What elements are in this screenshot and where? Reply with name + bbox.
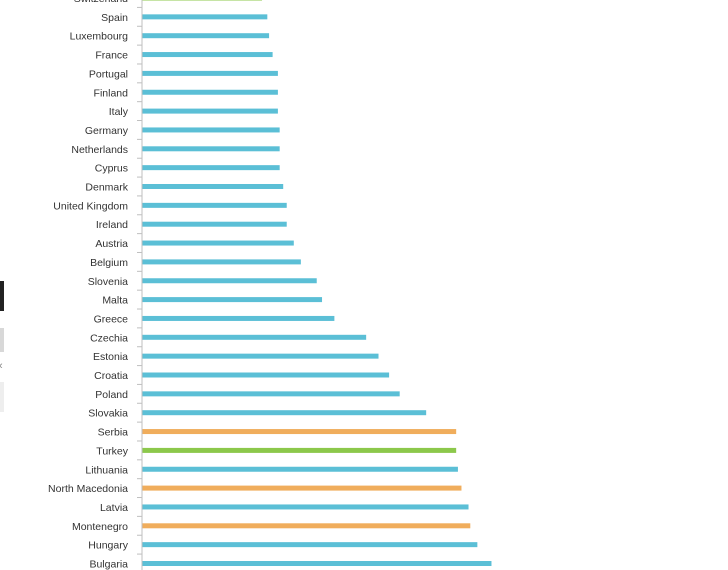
category-label: Slovenia bbox=[88, 276, 128, 288]
bar-ireland bbox=[142, 221, 287, 227]
bar-finland bbox=[142, 89, 278, 95]
category-label: Luxembourg bbox=[70, 31, 129, 43]
bar-austria bbox=[142, 240, 294, 246]
category-label: Estonia bbox=[93, 351, 128, 363]
bar-hungary bbox=[142, 542, 478, 548]
category-label: Ireland bbox=[96, 219, 128, 231]
side-tab-light bbox=[0, 328, 4, 352]
bar-belgium bbox=[142, 259, 301, 265]
category-label: Denmark bbox=[85, 182, 128, 194]
side-tab-dark bbox=[0, 281, 4, 311]
labels-group: Switzerland Spain Luxembourg France Portugal… bbox=[48, 0, 129, 570]
category-label: Malta bbox=[102, 295, 128, 307]
bar-portugal bbox=[142, 70, 278, 76]
bar-france bbox=[142, 52, 273, 58]
bar-luxembourg bbox=[142, 33, 270, 39]
category-label: Greece bbox=[94, 313, 129, 325]
bar-slovenia bbox=[142, 278, 317, 284]
bar-united-kingdom bbox=[142, 202, 287, 208]
category-label: Serbia bbox=[98, 427, 129, 439]
bars-group bbox=[142, 0, 492, 566]
bar-slovakia bbox=[142, 410, 427, 416]
category-label: Austria bbox=[95, 238, 128, 250]
category-label: North Macedonia bbox=[48, 483, 128, 495]
bar-turkey bbox=[142, 447, 457, 453]
bar-netherlands bbox=[142, 146, 280, 152]
category-label: Switzerland bbox=[74, 0, 128, 5]
tick-marks bbox=[137, 6, 142, 555]
category-label: Latvia bbox=[100, 502, 128, 514]
category-label: Cyprus bbox=[95, 163, 128, 175]
bar-spain bbox=[142, 14, 268, 20]
bar-czechia bbox=[142, 334, 367, 340]
category-label: Hungary bbox=[88, 540, 128, 552]
bar-estonia bbox=[142, 353, 379, 359]
bar-denmark bbox=[142, 184, 284, 189]
category-label: Portugal bbox=[89, 68, 128, 80]
bar-malta bbox=[142, 297, 323, 303]
category-label: Lithuania bbox=[85, 464, 128, 476]
category-label: Spain bbox=[101, 12, 128, 24]
category-label: Czechia bbox=[90, 332, 128, 344]
bar-switzerland bbox=[142, 0, 263, 1]
category-label: Slovakia bbox=[88, 408, 128, 420]
category-label: Poland bbox=[95, 389, 128, 401]
category-label: France bbox=[95, 50, 128, 62]
category-label: Finland bbox=[94, 87, 129, 99]
bar-north-macedonia bbox=[142, 485, 462, 491]
bar-lithuania bbox=[142, 466, 458, 472]
bar-montenegro bbox=[142, 523, 471, 529]
category-label: Netherlands bbox=[71, 144, 128, 156]
bar-germany bbox=[142, 127, 280, 133]
bar-poland bbox=[142, 391, 400, 397]
bar-latvia bbox=[142, 504, 469, 510]
side-tab-light-lower bbox=[0, 382, 4, 412]
category-label: Croatia bbox=[94, 370, 128, 382]
bar-cyprus bbox=[142, 165, 280, 171]
bar-italy bbox=[142, 108, 278, 114]
category-label: Germany bbox=[85, 125, 129, 137]
bar-greece bbox=[142, 315, 335, 321]
category-label: Montenegro bbox=[72, 521, 128, 533]
bar-bulgaria bbox=[142, 561, 492, 566]
bar-croatia bbox=[142, 372, 390, 378]
chevron-left-icon: ‹ bbox=[0, 360, 3, 372]
category-label: Belgium bbox=[90, 257, 128, 269]
category-label: Bulgaria bbox=[89, 559, 128, 570]
category-label: Italy bbox=[109, 106, 129, 118]
bar-serbia bbox=[142, 429, 457, 435]
category-label: Turkey bbox=[96, 445, 128, 457]
category-label: United Kingdom bbox=[53, 200, 128, 212]
